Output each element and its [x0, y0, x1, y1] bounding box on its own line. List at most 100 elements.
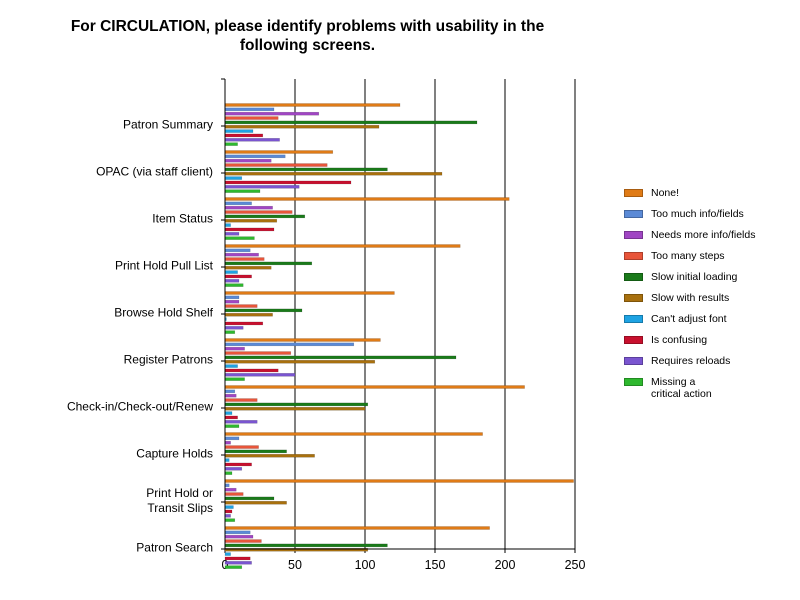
bar [224, 326, 244, 330]
bar [224, 201, 252, 206]
bar [224, 436, 240, 441]
legend-item: Requires reloads [624, 355, 794, 376]
bar [224, 424, 240, 428]
bar [224, 279, 240, 283]
bar [224, 158, 272, 163]
bar [224, 342, 355, 347]
bar [224, 534, 254, 539]
bar [224, 487, 237, 492]
bar [224, 407, 366, 411]
bar [224, 432, 483, 436]
bar [224, 471, 233, 475]
legend-swatch [624, 189, 643, 197]
bar [224, 244, 461, 248]
bar [224, 111, 320, 116]
category-label: Print Hold or Transit Slips [146, 486, 213, 515]
legend-label: Slow initial loading [651, 271, 738, 283]
x-tick-label: 200 [495, 558, 516, 572]
bar [224, 467, 243, 471]
bar [224, 385, 525, 389]
legend-label: Needs more info/fields [651, 229, 756, 241]
bar [224, 232, 240, 236]
bar [224, 163, 328, 167]
legend-item: Missing a critical action [624, 376, 794, 400]
legend-label: Is confusing [651, 334, 708, 346]
bar [224, 270, 238, 274]
bar [224, 373, 296, 377]
bar [224, 116, 279, 120]
bar [224, 308, 303, 313]
bar [224, 445, 259, 449]
bar [224, 561, 252, 565]
legend-item: Too much info/fields [624, 208, 794, 229]
legend-label: Missing a critical action [651, 376, 712, 400]
bar [224, 420, 258, 424]
bar [224, 539, 262, 543]
bar [224, 142, 238, 146]
bar [224, 530, 251, 535]
x-tick-label: 150 [425, 558, 446, 572]
category-label: Browse Hold Shelf [114, 306, 213, 320]
bar [224, 227, 275, 232]
category-label: Item Status [152, 212, 213, 226]
bar [224, 133, 264, 138]
bar [224, 483, 230, 488]
bar [224, 458, 230, 462]
category-label: Register Patrons [124, 353, 213, 367]
bar [224, 103, 401, 107]
bar [224, 411, 233, 415]
bar [224, 223, 231, 227]
bar [224, 346, 245, 351]
bar [224, 509, 233, 514]
x-tick-label: 250 [565, 558, 586, 572]
bar [224, 257, 265, 261]
bar [224, 402, 369, 407]
bar [224, 492, 244, 496]
bar [224, 543, 388, 548]
bar [224, 291, 395, 295]
bar [224, 248, 251, 253]
bar [224, 479, 574, 483]
legend-label: Can't adjust font [651, 313, 727, 325]
bar [224, 274, 252, 279]
legend-swatch [624, 231, 643, 239]
bar [224, 393, 237, 398]
bar [224, 185, 300, 189]
bar [224, 496, 275, 501]
legend-swatch [624, 294, 643, 302]
legend-label: Too many steps [651, 250, 725, 262]
legend-label: None! [651, 187, 680, 199]
bar [224, 377, 245, 381]
legend-swatch [624, 357, 643, 365]
bar [224, 154, 286, 159]
bar [224, 197, 510, 201]
legend-item: Can't adjust font [624, 313, 794, 334]
bar [224, 505, 234, 509]
bar [224, 219, 278, 223]
bar [224, 565, 243, 569]
bar [224, 138, 280, 142]
legend-item: Is confusing [624, 334, 794, 355]
bar [224, 299, 240, 304]
chart-title: For CIRCULATION, please identify problem… [70, 18, 545, 54]
bar [224, 548, 369, 552]
legend-label: Requires reloads [651, 355, 731, 367]
bar [224, 552, 231, 556]
bar [224, 440, 231, 445]
bar [224, 236, 255, 240]
bar [224, 454, 315, 458]
legend-item: None! [624, 187, 794, 208]
legend-label: Slow with results [651, 292, 730, 304]
bar [224, 295, 240, 300]
bar [224, 214, 306, 219]
bar [224, 189, 261, 193]
x-tick-label: 100 [355, 558, 376, 572]
bar [224, 462, 252, 467]
bar [224, 172, 443, 176]
category-label: Capture Holds [136, 447, 213, 461]
x-tick-label: 50 [288, 558, 302, 572]
category-label: Patron Summary [123, 118, 213, 132]
bar [224, 501, 287, 505]
bar [224, 526, 490, 530]
bar [224, 176, 243, 180]
